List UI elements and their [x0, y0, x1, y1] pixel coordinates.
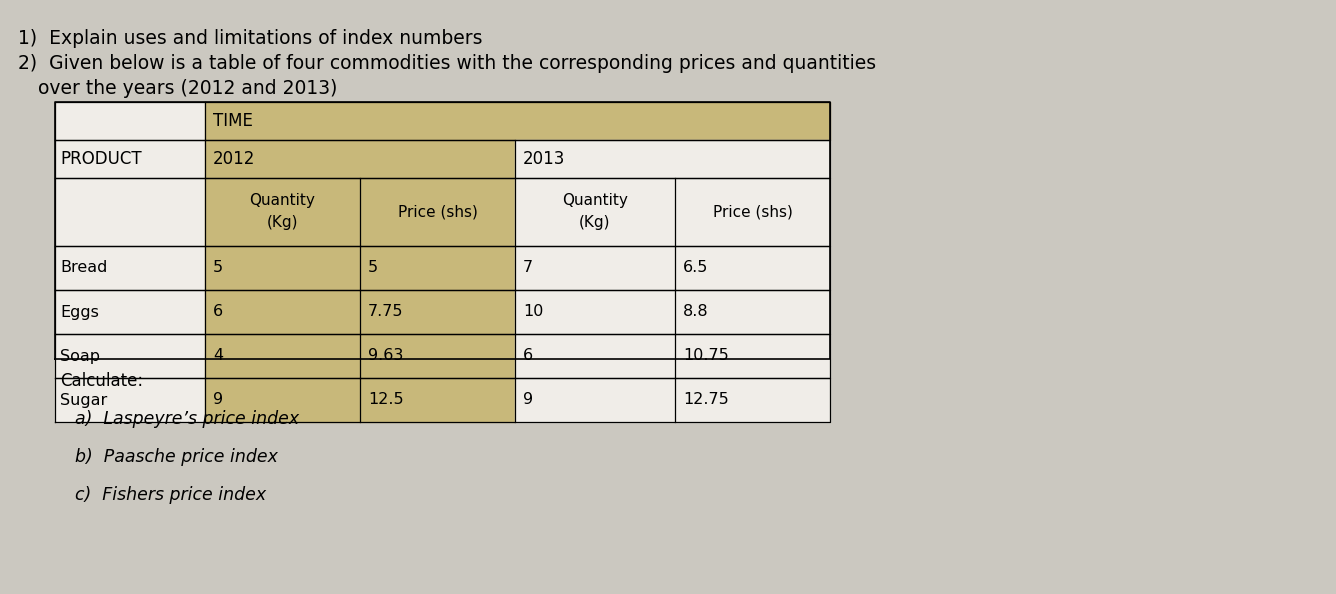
Text: 6.5: 6.5 — [683, 261, 708, 276]
Polygon shape — [514, 290, 675, 334]
Text: Soap: Soap — [60, 349, 100, 364]
Polygon shape — [359, 378, 514, 422]
Polygon shape — [514, 140, 830, 178]
Text: Eggs: Eggs — [60, 305, 99, 320]
Text: Price (shs): Price (shs) — [398, 204, 477, 220]
Text: Sugar: Sugar — [60, 393, 107, 407]
Text: Price (shs): Price (shs) — [712, 204, 792, 220]
Polygon shape — [675, 178, 830, 246]
Polygon shape — [55, 140, 204, 178]
Text: 2012: 2012 — [212, 150, 255, 168]
Polygon shape — [514, 246, 675, 290]
Text: 10: 10 — [522, 305, 544, 320]
Polygon shape — [204, 378, 359, 422]
Text: 9: 9 — [212, 393, 223, 407]
Polygon shape — [55, 246, 204, 290]
Text: 6: 6 — [212, 305, 223, 320]
Text: (Kg): (Kg) — [580, 216, 611, 230]
Polygon shape — [55, 290, 204, 334]
Polygon shape — [675, 378, 830, 422]
Text: Quantity: Quantity — [250, 194, 315, 208]
Text: b)  Paasche price index: b) Paasche price index — [75, 448, 278, 466]
Polygon shape — [359, 290, 514, 334]
Polygon shape — [55, 178, 204, 246]
Text: 10.75: 10.75 — [683, 349, 728, 364]
Text: a)  Laspeyre’s price index: a) Laspeyre’s price index — [75, 410, 299, 428]
Text: (Kg): (Kg) — [267, 216, 298, 230]
Polygon shape — [675, 334, 830, 378]
Text: 6: 6 — [522, 349, 533, 364]
Text: 4: 4 — [212, 349, 223, 364]
Text: Calculate:: Calculate: — [60, 372, 143, 390]
Text: PRODUCT: PRODUCT — [60, 150, 142, 168]
Polygon shape — [514, 178, 675, 246]
Text: 5: 5 — [367, 261, 378, 276]
Polygon shape — [204, 178, 359, 246]
Polygon shape — [204, 246, 359, 290]
Polygon shape — [359, 178, 514, 246]
Polygon shape — [55, 334, 204, 378]
Text: 2013: 2013 — [522, 150, 565, 168]
Polygon shape — [55, 378, 204, 422]
Polygon shape — [204, 140, 514, 178]
Text: 8.8: 8.8 — [683, 305, 708, 320]
Text: 12.75: 12.75 — [683, 393, 728, 407]
Text: TIME: TIME — [212, 112, 253, 130]
Text: 7.75: 7.75 — [367, 305, 403, 320]
Polygon shape — [675, 290, 830, 334]
Text: Quantity: Quantity — [562, 194, 628, 208]
Text: 2)  Given below is a table of four commodities with the corresponding prices and: 2) Given below is a table of four commod… — [17, 54, 876, 73]
Text: 12.5: 12.5 — [367, 393, 403, 407]
Polygon shape — [359, 246, 514, 290]
Polygon shape — [55, 102, 830, 359]
Text: 9: 9 — [522, 393, 533, 407]
Text: over the years (2012 and 2013): over the years (2012 and 2013) — [37, 79, 338, 98]
Text: 5: 5 — [212, 261, 223, 276]
Text: Bread: Bread — [60, 261, 107, 276]
Polygon shape — [514, 378, 675, 422]
Text: 1)  Explain uses and limitations of index numbers: 1) Explain uses and limitations of index… — [17, 29, 482, 48]
Polygon shape — [55, 102, 204, 140]
Polygon shape — [359, 334, 514, 378]
Polygon shape — [675, 246, 830, 290]
Polygon shape — [204, 334, 359, 378]
Polygon shape — [204, 290, 359, 334]
Text: c)  Fishers price index: c) Fishers price index — [75, 486, 266, 504]
Text: 7: 7 — [522, 261, 533, 276]
Polygon shape — [514, 334, 675, 378]
Text: 9.63: 9.63 — [367, 349, 403, 364]
Polygon shape — [204, 102, 830, 140]
